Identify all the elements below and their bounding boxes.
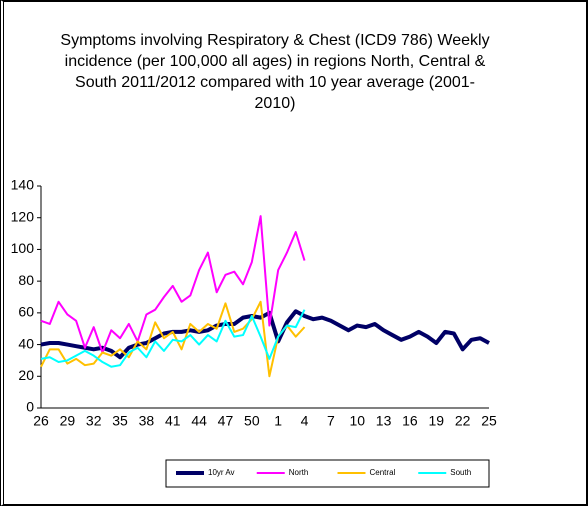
y-tick-label: 40 [18,335,34,351]
x-tick-label: 22 [455,413,471,429]
y-tick-label: 60 [18,304,34,320]
y-tick-label: 140 [11,177,35,193]
x-tick-label: 35 [112,413,128,429]
x-tick-label: 4 [301,413,309,429]
y-tick-label: 100 [11,240,35,256]
x-tick-label: 41 [165,413,181,429]
legend: 10yr Av North Central South [165,459,490,488]
x-tick-label: 38 [139,413,155,429]
x-tick-label: 26 [33,413,49,429]
x-tick-label: 50 [244,413,260,429]
y-tick-label: 20 [18,367,34,383]
x-tick-label: 1 [274,413,282,429]
y-tick-label: 80 [18,272,34,288]
x-tick-label: 47 [218,413,234,429]
x-tick-label: 10 [349,413,365,429]
legend-label: 10yr Av [208,468,235,477]
series-line [40,300,306,378]
x-tick-label: 25 [481,413,497,429]
series-line [40,309,490,360]
y-tick-label: 0 [26,399,34,415]
legend-label: South [450,468,471,477]
legend-label: Central [370,468,396,477]
series-line [40,215,306,354]
y-tick-label: 120 [11,208,35,224]
x-tick-label: 7 [327,413,335,429]
x-tick-label: 16 [402,413,418,429]
x-tick-label: 29 [60,413,76,429]
series-line [40,309,306,368]
x-tick-label: 13 [376,413,392,429]
chart-title: Symptoms involving Respiratory & Chest (… [60,32,490,112]
x-tick-label: 19 [429,413,445,429]
x-tick-label: 44 [191,413,207,429]
legend-label: North [289,468,309,477]
x-tick-label: 32 [86,413,102,429]
